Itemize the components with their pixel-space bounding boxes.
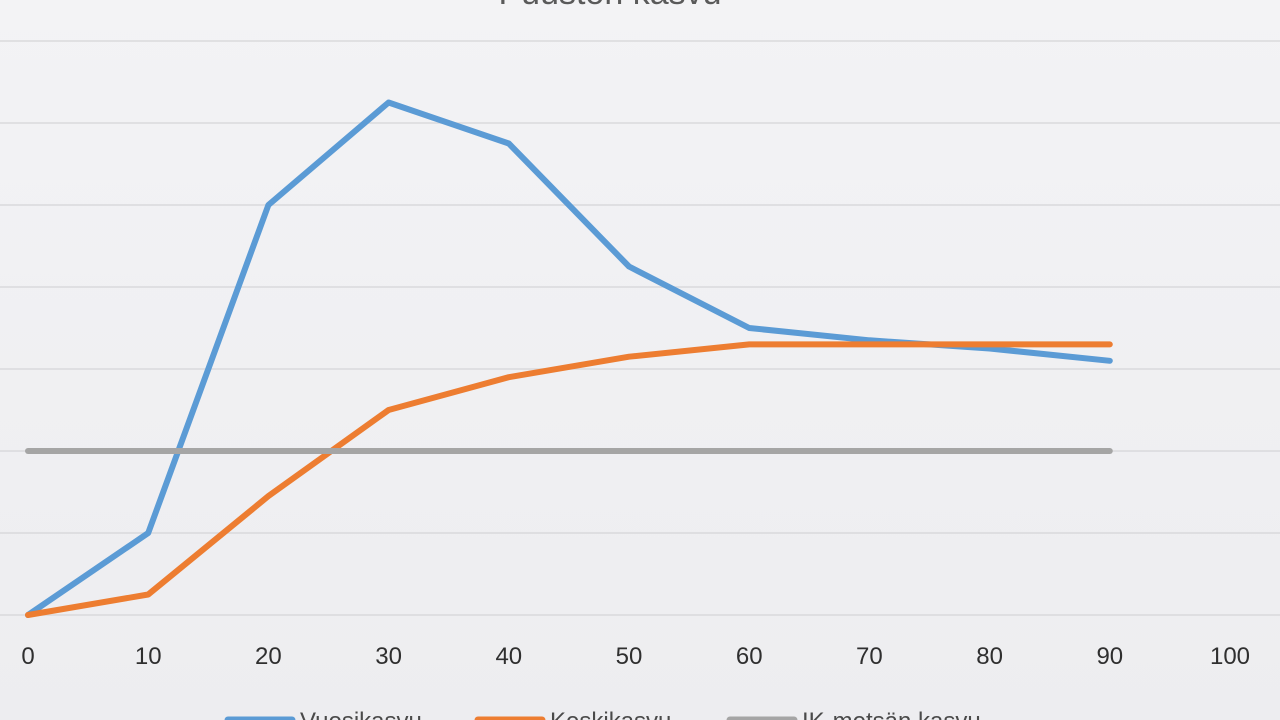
x-tick-label: 10 xyxy=(135,643,162,670)
x-tick-label: 40 xyxy=(495,643,522,670)
legend-label-keskikasvu: Keskikasvu xyxy=(550,708,671,720)
x-tick-label: 70 xyxy=(856,643,883,670)
x-tick-label: 90 xyxy=(1096,643,1123,670)
x-tick-label: 0 xyxy=(21,643,34,670)
series-lines xyxy=(25,99,1113,618)
x-tick-label: 30 xyxy=(375,643,402,670)
legend-label-vuosikasvu: Vuosikasvu xyxy=(300,708,422,720)
x-tick-label: 80 xyxy=(976,643,1003,670)
legend-label-ik-mets-n-kasvu: IK-metsän kasvu xyxy=(802,708,981,720)
x-tick-label: 60 xyxy=(736,643,763,670)
x-tick-label: 50 xyxy=(616,643,643,670)
gridlines xyxy=(0,40,1280,616)
x-tick-label: 20 xyxy=(255,643,282,670)
x-tick-label: 100 xyxy=(1210,643,1250,670)
legend: Vuosikasvu Keskikasvu IK-metsän kasvu xyxy=(224,708,981,720)
series-line-keskikasvu xyxy=(25,341,1113,618)
chart-title: Puuston kasvu xyxy=(498,0,721,12)
series-line-vuosikasvu xyxy=(25,99,1113,618)
x-axis-ticks: 0 10 20 30 40 50 60 70 80 90 100 xyxy=(21,643,1250,670)
